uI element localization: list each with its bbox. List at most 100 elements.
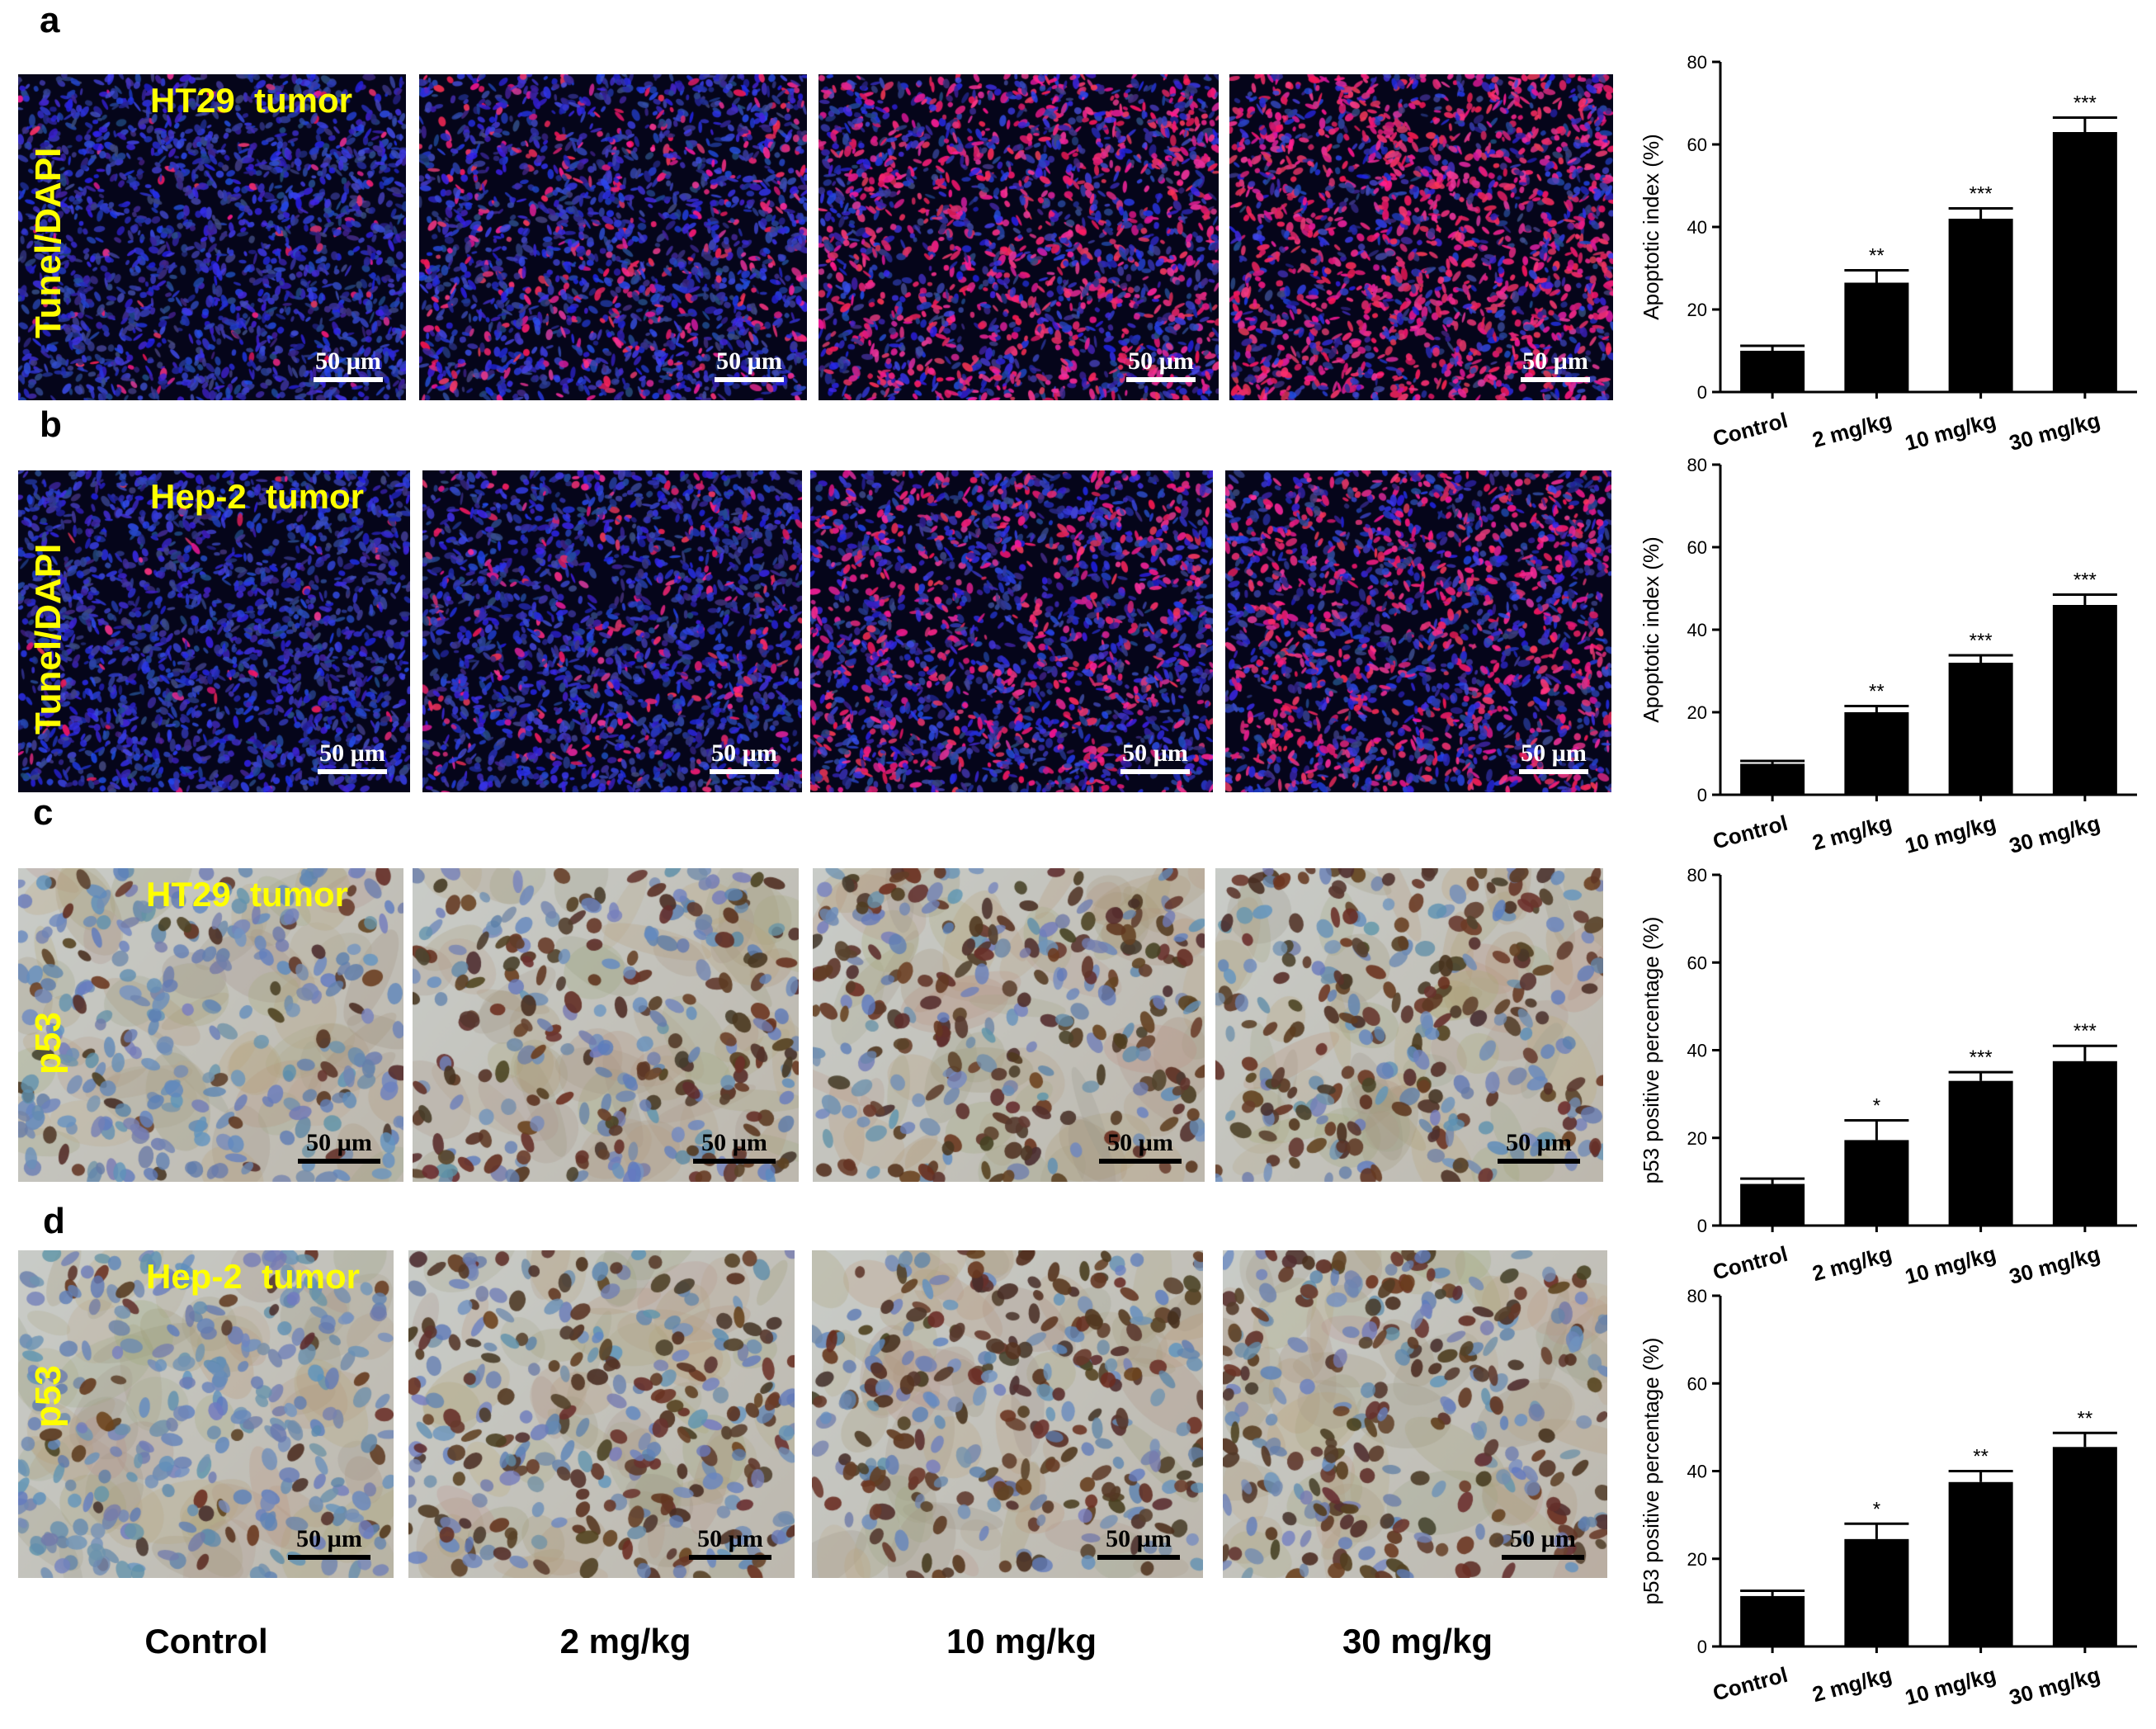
y-tick-label: 20 [1687,1128,1707,1149]
micrograph-image [422,470,802,792]
y-tick-label: 60 [1687,1373,1707,1394]
x-tick-label: 2 mg/kg [1809,408,1894,452]
micrograph-image [18,74,406,400]
micrograph-image [1215,868,1603,1182]
micrograph-c-control: 50 µm HT29 tumor p53 [18,868,403,1182]
x-tick-label: 2 mg/kg [1809,1662,1894,1707]
scale-bar-label: 50 µm [697,1525,763,1552]
micrograph-image [413,868,799,1182]
significance-label: *** [1970,183,1993,205]
micrograph-image [18,470,410,792]
significance-label: *** [1970,1046,1993,1069]
scale-bar-label: 50 µm [1522,347,1588,375]
x-tick-label: Control [1710,810,1790,854]
micrograph-d-control: 50 µm Hep-2 tumor p53 [18,1250,394,1578]
micrograph-a-10mg: 50 µm [819,74,1219,400]
stain-label: Tunel/DAPI [28,543,68,735]
scale-bar: 50 µm [1502,1525,1584,1560]
scale-bar: 50 µm [710,739,779,774]
y-axis-label: Apoptotic index (%) [1639,536,1663,722]
y-tick-label: 40 [1687,217,1707,238]
scale-bar: 50 µm [1099,1129,1182,1164]
micrograph-b-2mg: 50 µm [422,470,802,792]
scale-bar-label: 50 µm [1106,1525,1172,1552]
micrograph-image [18,868,403,1182]
bar [1844,282,1909,392]
bar [1948,219,2013,392]
scale-bar-line [318,769,387,774]
scale-bar-line [689,1555,771,1560]
x-tick-label: Control [1710,1241,1790,1285]
scale-bar-line [288,1555,370,1560]
micrograph-d-2mg: 50 µm [408,1250,795,1578]
scale-bar: 50 µm [288,1525,370,1560]
stain-label: p53 [28,1012,68,1075]
y-tick-label: 40 [1687,1041,1707,1061]
scale-bar: 50 µm [1519,739,1588,774]
y-tick-label: 60 [1687,537,1707,558]
scale-bar: 50 µm [314,347,383,382]
y-tick-label: 20 [1687,702,1707,723]
bar [2052,1447,2117,1646]
scale-bar: 50 µm [298,1129,380,1164]
bar [1844,1538,1909,1646]
y-tick-label: 0 [1697,1216,1707,1236]
y-axis-label: p53 positive percentage (%) [1639,917,1663,1184]
y-axis-label: Apoptotic index (%) [1639,134,1663,319]
scale-bar: 50 µm [693,1129,776,1164]
scale-bar-line [1126,377,1196,382]
condition-label-2mg: 2 mg/kg [559,1622,691,1661]
scale-bar-label: 50 µm [711,739,777,767]
significance-label: *** [2073,92,2097,115]
scale-bar-line [1519,769,1588,774]
y-tick-label: 0 [1697,1637,1707,1657]
x-tick-label: 10 mg/kg [1903,1241,1999,1289]
micrograph-image [419,74,807,400]
micrograph-a-control: 50 µm HT29 tumor Tunel/DAPI [18,74,406,400]
stain-label: p53 [28,1365,68,1428]
x-tick-label: 10 mg/kg [1903,408,1999,456]
y-tick-label: 0 [1697,382,1707,403]
scale-bar: 50 µm [1521,347,1590,382]
scale-bar-label: 50 µm [1107,1129,1173,1156]
micrograph-c-10mg: 50 µm [813,868,1205,1182]
micrograph-image [813,868,1205,1182]
significance-label: ** [1973,1446,1989,1468]
condition-label-30mg: 30 mg/kg [1342,1622,1493,1661]
micrograph-c-2mg: 50 µm [413,868,799,1182]
y-tick-label: 40 [1687,1462,1707,1482]
x-tick-label: 10 mg/kg [1903,810,1999,858]
y-tick-label: 0 [1697,785,1707,805]
micrograph-image [819,74,1219,400]
significance-label: ** [2078,1407,2093,1429]
bar-chart-c: p53 positive percentage (%) 0 20 40 60 80 Cont… [1639,865,2137,1289]
micrograph-image [408,1250,795,1578]
x-tick-label: 2 mg/kg [1809,1241,1894,1286]
micrograph-c-30mg: 50 µm [1215,868,1603,1182]
significance-label: ** [1869,245,1885,267]
condition-label-control: Control [144,1622,268,1661]
panel-letter-c: c [33,792,54,833]
micrograph-image [812,1250,1203,1578]
y-tick-label: 80 [1687,1286,1707,1306]
micrograph-a-30mg: 50 µm [1229,74,1613,400]
scale-bar: 50 µm [1126,347,1196,382]
scale-bar: 50 µm [318,739,387,774]
tumor-label: Hep-2 tumor [150,477,365,516]
significance-label: * [1873,1095,1880,1117]
micrograph-b-control: 50 µm Hep-2 tumor Tunel/DAPI [18,470,410,792]
scale-bar-label: 50 µm [1521,739,1587,767]
panel-letter-d: d [43,1201,65,1241]
micrograph-image [1229,74,1613,400]
scale-bar-label: 50 µm [315,347,381,375]
scale-bar: 50 µm [715,347,784,382]
x-tick-label: 30 mg/kg [2007,1662,2103,1710]
tumor-label: HT29 tumor [146,875,349,914]
scale-bar: 50 µm [1120,739,1190,774]
scale-bar-line [710,769,779,774]
bar [2052,605,2117,795]
y-tick-label: 20 [1687,300,1707,320]
scale-bar-label: 50 µm [1506,1129,1572,1156]
x-tick-label: 10 mg/kg [1903,1662,1999,1710]
bar [2052,1061,2117,1226]
